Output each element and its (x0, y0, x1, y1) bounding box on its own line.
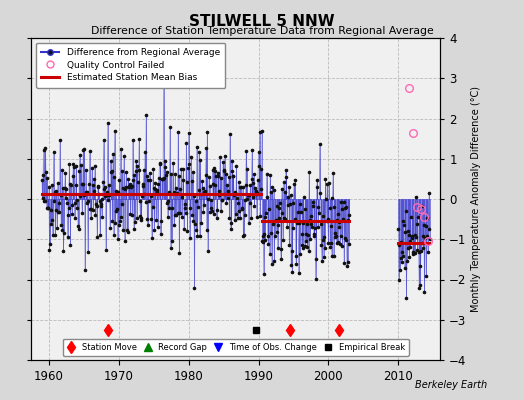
Legend: Station Move, Record Gap, Time of Obs. Change, Empirical Break: Station Move, Record Gap, Time of Obs. C… (63, 338, 409, 356)
Text: STILWELL 5 NNW: STILWELL 5 NNW (189, 14, 335, 29)
Text: Berkeley Earth: Berkeley Earth (415, 380, 487, 390)
Y-axis label: Monthly Temperature Anomaly Difference (°C): Monthly Temperature Anomaly Difference (… (471, 86, 481, 312)
Text: Difference of Station Temperature Data from Regional Average: Difference of Station Temperature Data f… (91, 26, 433, 36)
